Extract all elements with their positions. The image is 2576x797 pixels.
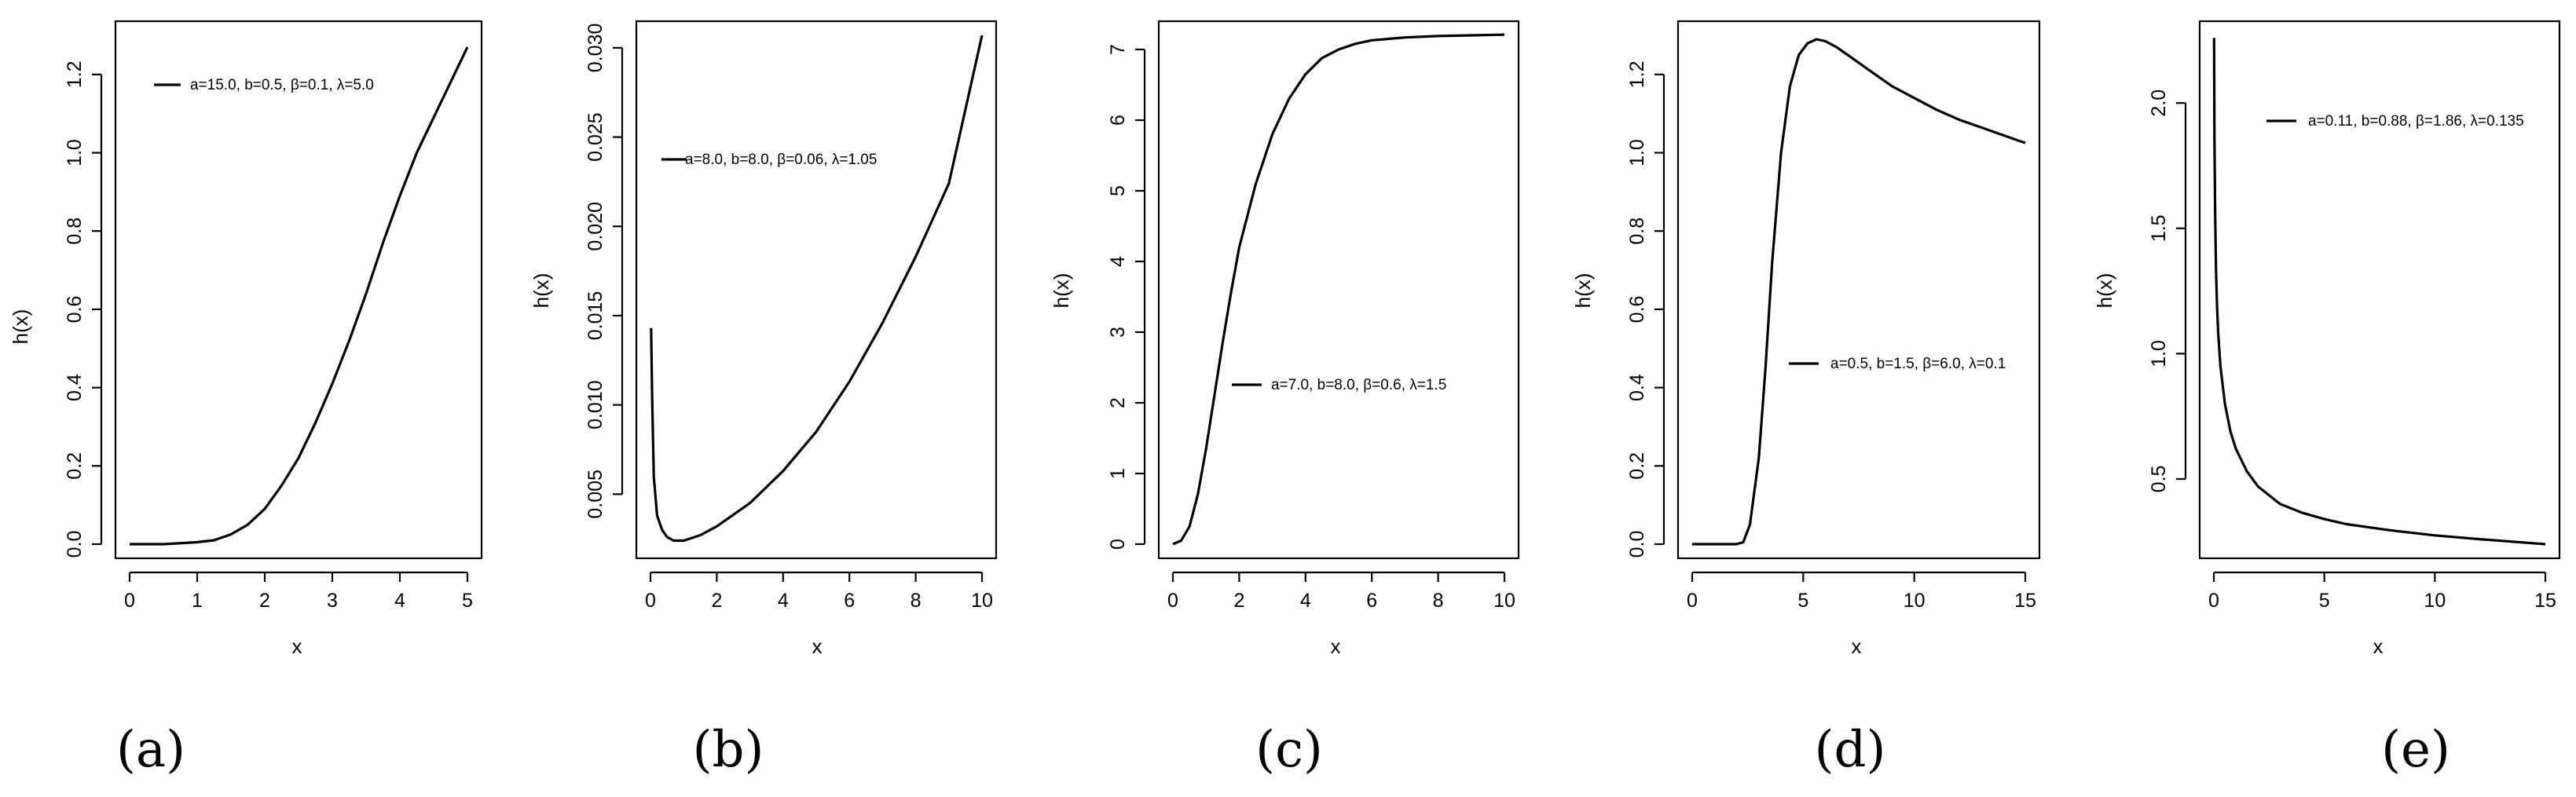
- panel-c-ylabel: h(x): [1050, 273, 1073, 309]
- panel-d-xlabel: x: [1852, 634, 1862, 658]
- panel-a-y-tick-label: 0.2: [64, 452, 86, 480]
- panel-e-legend-text: a=0.11, b=0.88, β=1.86, λ=0.135: [2308, 113, 2524, 130]
- panel-b: h(x) x a=8.0, b=8.0, β=0.06, λ=1.05 (b) …: [529, 20, 998, 779]
- panel-d-x-tick-label: 10: [1904, 590, 1926, 612]
- panel-a-x-tick-label: 1: [192, 590, 203, 612]
- panel-e-x-tick-label: 10: [2424, 590, 2446, 612]
- panel-d-series-line: [1692, 38, 2026, 546]
- panel-e-x-tick-label: 0: [2208, 590, 2219, 612]
- panel-d-frame: [1676, 20, 2041, 560]
- panel-d-y-tick-label: 0.2: [1626, 452, 1648, 480]
- panel-b-x-tick-label: 8: [911, 590, 922, 612]
- panel-c-x-tick-label: 0: [1167, 590, 1178, 612]
- panel-a: h(x) x a=15.0, b=0.5, β=0.1, λ=5.0 (a) 0…: [9, 20, 483, 779]
- panel-e-y-tick-label: 1.0: [2148, 340, 2170, 367]
- panel-e: h(x) x a=0.11, b=0.88, β=1.86, λ=0.135 (…: [2093, 20, 2561, 779]
- panel-e-series-line: [2212, 38, 2546, 546]
- panel-e-y-tick-label: 0.5: [2148, 466, 2170, 493]
- panel-a-y-tick-label: 1.2: [64, 60, 86, 88]
- panel-a-y-tick-label: 0.4: [64, 374, 86, 401]
- panel-a-x-tick-label: 0: [124, 590, 135, 612]
- panel-d-x-tick-label: 15: [2014, 590, 2036, 612]
- panel-b-x-tick-label: 0: [645, 590, 656, 612]
- panel-b-xlabel: x: [812, 634, 823, 658]
- panel-d-x-tick-label: 0: [1687, 590, 1698, 612]
- panel-d-y-tick-label: 1.0: [1626, 139, 1648, 166]
- panel-c-x-tick-label: 4: [1300, 590, 1311, 612]
- panel-d-y-tick-label: 0.4: [1626, 374, 1648, 401]
- panel-a-x-tick-label: 2: [259, 590, 270, 612]
- panel-a-y-tick-label: 0.0: [64, 531, 86, 558]
- panel-c-y-tick-label: 5: [1107, 185, 1129, 196]
- panel-c-y-tick-label: 7: [1107, 44, 1129, 55]
- panel-a-xlabel: x: [292, 634, 302, 658]
- panel-a-ylabel: h(x): [9, 309, 32, 345]
- panel-a-y-tick-label: 0.8: [64, 218, 86, 245]
- panel-d-x-tick-label: 5: [1797, 590, 1808, 612]
- panel-b-y-tick-label: 0.025: [584, 112, 606, 162]
- panel-a-frame: [114, 20, 483, 560]
- panel-e-xlabel: x: [2373, 634, 2384, 658]
- panel-c-x-tick-label: 10: [1493, 590, 1515, 612]
- panel-c-y-tick-label: 6: [1107, 115, 1129, 126]
- panel-c-legend-text: a=7.0, b=8.0, β=0.6, λ=1.5: [1271, 377, 1446, 393]
- panel-b-ylabel: h(x): [529, 273, 553, 309]
- panel-b-y-tick-label: 0.030: [584, 24, 606, 73]
- panel-b-frame: [635, 20, 998, 560]
- panel-b-x-tick-label: 4: [778, 590, 789, 612]
- panel-d-y-tick-label: 0.8: [1626, 218, 1648, 245]
- panel-c-y-tick-label: 2: [1107, 397, 1129, 408]
- panel-c-x-tick-label: 2: [1233, 590, 1244, 612]
- panel-e-x-tick-label: 5: [2319, 590, 2330, 612]
- panel-e-ylabel: h(x): [2093, 273, 2116, 309]
- panel-d-y-tick-label: 0.6: [1626, 296, 1648, 324]
- panel-b-y-tick-label: 0.010: [584, 380, 606, 430]
- panel-d: h(x) x a=0.5, b=1.5, β=6.0, λ=0.1 (d) 0 5…: [1571, 20, 2041, 779]
- panel-b-series-line: [650, 35, 984, 543]
- panel-c-label: (c): [1255, 721, 1323, 779]
- panel-a-label: (a): [116, 721, 185, 779]
- panel-d-y-tick-label: 0.0: [1626, 531, 1648, 558]
- panel-a-x-tick-label: 4: [394, 590, 405, 612]
- panel-c-y-tick-label: 4: [1107, 256, 1129, 267]
- panel-a-y-tick-label: 0.6: [64, 296, 86, 324]
- panel-b-x-tick-label: 10: [971, 590, 993, 612]
- panel-b-label: (b): [693, 721, 764, 779]
- panel-b-y-tick-label: 0.005: [584, 470, 606, 519]
- panel-c-series-line: [1172, 33, 1505, 546]
- panel-b-y-tick-label: 0.020: [584, 202, 606, 251]
- panel-c: h(x) x a=7.0, b=8.0, β=0.6, λ=1.5 (c) 0 2…: [1050, 20, 1520, 779]
- panel-e-frame: [2198, 20, 2561, 560]
- panel-d-legend-text: a=0.5, b=1.5, β=6.0, λ=0.1: [1830, 356, 2006, 372]
- panel-c-y-tick-label: 1: [1107, 468, 1129, 479]
- panel-a-series-line: [130, 46, 469, 546]
- panel-d-label: (d): [1815, 721, 1886, 779]
- panel-c-xlabel: x: [1331, 634, 1341, 658]
- panel-b-y-tick-label: 0.015: [584, 291, 606, 341]
- panel-e-y-tick-label: 1.5: [2148, 214, 2170, 242]
- panel-b-x-tick-label: 6: [844, 590, 855, 612]
- panel-a-x-tick-label: 5: [462, 590, 473, 612]
- panel-a-x-tick-label: 3: [327, 590, 338, 612]
- panel-a-legend-text: a=15.0, b=0.5, β=0.1, λ=5.0: [190, 77, 374, 93]
- panel-c-y-tick-label: 0: [1107, 539, 1129, 550]
- panel-a-y-tick-label: 1.0: [64, 139, 86, 166]
- panel-e-x-tick-label: 15: [2534, 590, 2556, 612]
- panel-d-y-tick-label: 1.2: [1626, 60, 1648, 88]
- panel-e-label: (e): [2381, 721, 2450, 779]
- panel-c-x-tick-label: 8: [1433, 590, 1444, 612]
- panel-c-frame: [1157, 20, 1520, 560]
- panel-b-legend-text: a=8.0, b=8.0, β=0.06, λ=1.05: [685, 152, 877, 168]
- panel-d-ylabel: h(x): [1571, 273, 1595, 309]
- panel-c-y-tick-label: 3: [1107, 327, 1129, 338]
- panel-c-x-tick-label: 6: [1366, 590, 1377, 612]
- panel-e-y-tick-label: 2.0: [2148, 90, 2170, 117]
- panel-b-x-tick-label: 2: [711, 590, 722, 612]
